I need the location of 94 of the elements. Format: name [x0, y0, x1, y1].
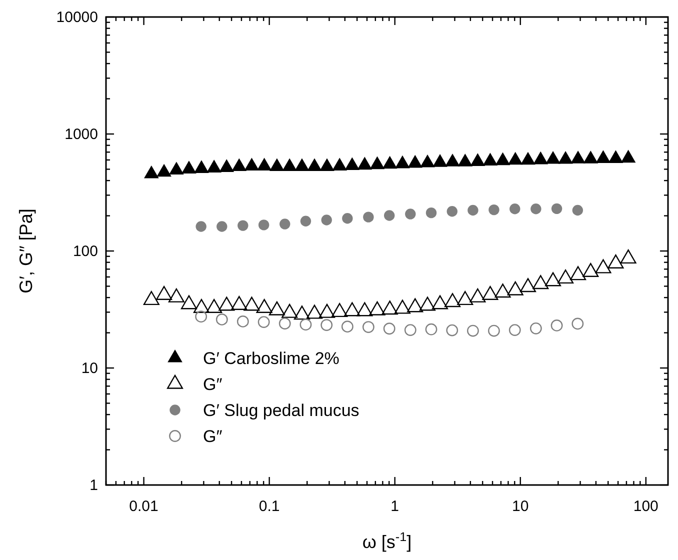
point	[620, 250, 636, 264]
point	[445, 154, 460, 166]
point	[608, 254, 624, 268]
point	[256, 158, 272, 171]
point	[294, 306, 310, 320]
point	[344, 302, 360, 316]
legend-label: G′ Carboslime 2%	[203, 349, 340, 368]
point	[206, 160, 222, 172]
point	[193, 298, 210, 313]
point	[143, 291, 160, 306]
point	[482, 152, 498, 166]
point	[168, 288, 184, 302]
point	[182, 160, 196, 174]
point	[457, 291, 474, 306]
point	[156, 164, 172, 177]
point	[169, 162, 184, 175]
point	[394, 300, 410, 314]
point	[482, 286, 498, 300]
x-tick-label: 100	[633, 498, 658, 515]
point	[494, 284, 511, 298]
point	[270, 158, 284, 172]
x-tick-label: 10	[512, 498, 529, 515]
point	[144, 165, 159, 178]
legend-label: G″	[203, 375, 222, 394]
point	[382, 156, 398, 169]
point	[256, 298, 272, 313]
y-tick-label: 1	[90, 477, 98, 494]
point	[444, 293, 461, 308]
y-axis-title: G′, G″ [Pa]	[16, 208, 36, 294]
point	[357, 156, 372, 170]
point	[408, 154, 423, 168]
point	[318, 304, 335, 318]
point	[508, 152, 523, 165]
point	[595, 259, 612, 274]
point	[432, 295, 448, 310]
point	[282, 304, 298, 318]
x-tick-label: 0.01	[129, 498, 158, 515]
point	[306, 304, 322, 319]
y-tick-label: 10	[81, 360, 98, 377]
point	[533, 151, 548, 164]
point	[307, 158, 322, 172]
legend-label: G″	[203, 427, 222, 446]
point	[546, 150, 560, 164]
point	[194, 160, 209, 173]
point	[545, 272, 562, 286]
point	[218, 296, 235, 311]
point	[470, 288, 486, 302]
point	[332, 158, 348, 171]
point	[620, 150, 636, 163]
point	[558, 150, 573, 164]
point	[570, 150, 586, 164]
y-tick-label: 1000	[64, 126, 98, 143]
point	[395, 155, 410, 168]
y-tick-label: 100	[72, 243, 98, 260]
point	[206, 298, 222, 313]
point	[419, 296, 436, 311]
x-tick-label: 0.1	[258, 498, 280, 515]
point	[432, 154, 448, 167]
point	[344, 157, 360, 170]
point	[282, 158, 297, 172]
point	[558, 270, 574, 284]
point	[570, 266, 586, 280]
x-tick-label: 1	[390, 498, 400, 515]
point	[332, 303, 348, 318]
point	[520, 278, 536, 292]
point	[244, 158, 260, 171]
point	[458, 154, 473, 166]
x-axis-title: ω [s$^{-1}$]	[362, 530, 412, 552]
point	[320, 158, 334, 172]
point	[369, 301, 386, 316]
point	[232, 158, 247, 172]
point	[407, 298, 424, 312]
point	[294, 158, 310, 172]
point	[382, 300, 398, 315]
point	[583, 150, 598, 164]
point	[219, 159, 234, 172]
point	[231, 296, 248, 310]
point	[470, 153, 486, 166]
point	[532, 275, 549, 290]
point	[370, 156, 385, 170]
point	[608, 150, 624, 163]
point	[596, 150, 611, 163]
point	[507, 281, 524, 296]
point	[420, 154, 435, 168]
point	[180, 295, 197, 310]
point	[156, 286, 172, 300]
point	[244, 296, 260, 311]
point	[495, 152, 510, 166]
point	[356, 302, 373, 316]
y-tick-label: 10000	[56, 9, 98, 26]
point	[268, 301, 285, 316]
point	[582, 262, 599, 277]
legend-label: G′ Slug pedal mucus	[203, 401, 360, 420]
point	[520, 152, 536, 165]
